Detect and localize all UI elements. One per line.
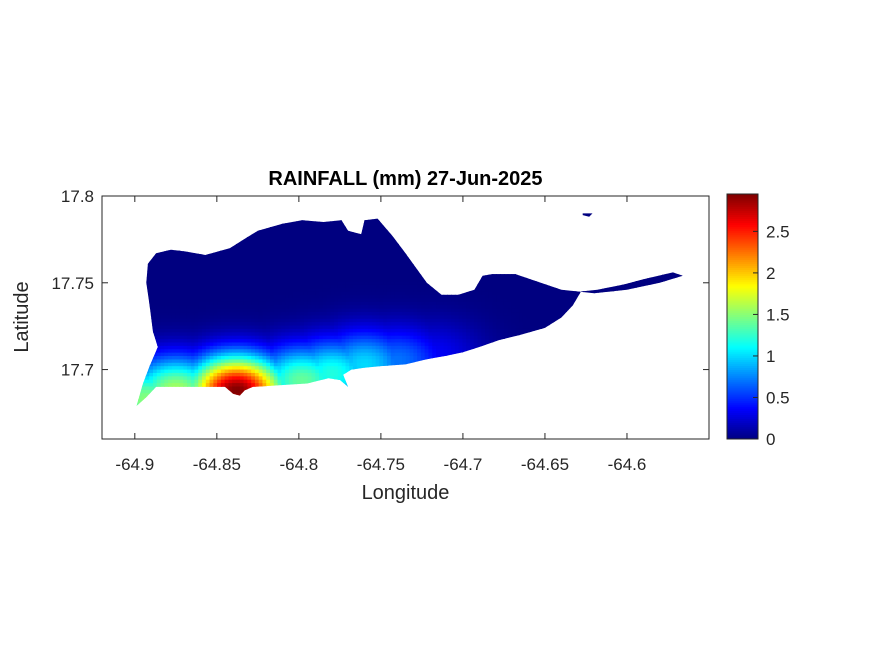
colorbar-tick-label: 2.5: [766, 222, 790, 241]
colorbar-tick-label: 2: [766, 264, 775, 283]
x-tick-label: -64.6: [608, 455, 647, 474]
x-tick-label: -64.8: [279, 455, 318, 474]
y-tick-label: 17.8: [61, 187, 94, 206]
colorbar-tick-label: 1.5: [766, 305, 790, 324]
small-isle: [582, 213, 593, 217]
x-tick-label: -64.65: [521, 455, 569, 474]
plot-axes-frame: [101, 195, 710, 440]
rainfall-field: [136, 218, 683, 406]
colorbar: 0 0.5 1 1.5 2 2.5: [726, 193, 790, 449]
y-axis-label: Latitude: [11, 281, 33, 352]
colorbar-frame: [726, 193, 759, 440]
y-tick-label: 17.7: [61, 361, 94, 380]
x-tick-label: -64.9: [115, 455, 154, 474]
y-axis: 17.7 17.75 17.8: [51, 187, 709, 380]
chart-title: RAINFALL (mm) 27-Jun-2025: [268, 168, 542, 190]
colorbar-tick-label: 0.5: [766, 388, 790, 407]
colorbar-tick-label: 1: [766, 347, 775, 366]
x-axis: -64.9 -64.85 -64.8 -64.75 -64.7 -64.65 -64.6: [115, 196, 646, 474]
x-tick-label: -64.75: [357, 455, 405, 474]
x-axis-label: Longitude: [362, 482, 450, 504]
x-tick-label: -64.85: [193, 455, 241, 474]
y-tick-label: 17.75: [51, 274, 94, 293]
colorbar-tick-label: 0: [766, 430, 775, 449]
x-tick-label: -64.7: [444, 455, 483, 474]
rainfall-map: [136, 213, 683, 406]
